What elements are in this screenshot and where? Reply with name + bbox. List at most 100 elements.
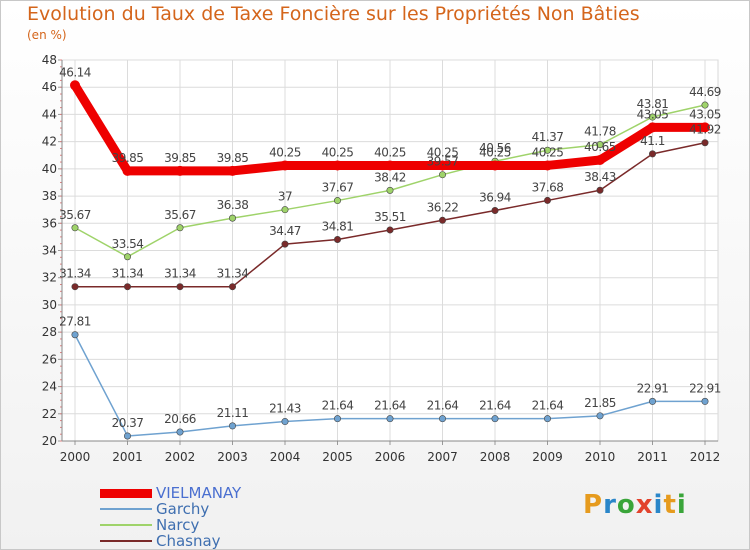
- data-point-vielmanay: [490, 160, 500, 171]
- x-tick-label: 2008: [480, 450, 511, 464]
- data-point-chasnay: [701, 139, 709, 147]
- data-label-narcy: 35.67: [59, 208, 91, 222]
- x-tick-label: 2004: [270, 450, 301, 464]
- data-point-garchy: [491, 415, 499, 423]
- x-tick-label: 2006: [375, 450, 406, 464]
- data-label-vielmanay: 39.85: [217, 151, 249, 165]
- data-point-garchy: [386, 415, 394, 423]
- data-label-chasnay: 41.92: [689, 123, 721, 137]
- data-point-narcy: [701, 101, 709, 109]
- data-point-vielmanay: [175, 165, 185, 176]
- data-point-garchy: [648, 397, 656, 405]
- data-point-vielmanay: [280, 160, 290, 171]
- data-point-narcy: [438, 171, 446, 179]
- legend-label-vielmanay: VIELMANAY: [156, 484, 242, 502]
- data-point-chasnay: [386, 226, 394, 234]
- data-label-narcy: 41.37: [532, 130, 564, 144]
- data-point-garchy: [333, 415, 341, 423]
- logo-letter: P: [583, 490, 604, 520]
- data-point-chasnay: [491, 206, 499, 214]
- data-point-narcy: [648, 113, 656, 121]
- legend-item-vielmanay: VIELMANAY: [100, 485, 241, 501]
- data-point-garchy: [71, 331, 79, 339]
- data-point-vielmanay: [332, 160, 343, 171]
- data-point-garchy: [543, 415, 551, 423]
- data-label-garchy: 20.66: [164, 412, 196, 426]
- data-point-chasnay: [71, 283, 79, 291]
- data-point-vielmanay: [700, 122, 710, 133]
- data-label-chasnay: 31.34: [164, 267, 196, 281]
- data-point-vielmanay: [595, 155, 605, 166]
- data-point-chasnay: [229, 283, 237, 291]
- y-tick-label: 38: [42, 189, 57, 203]
- data-point-narcy: [176, 224, 184, 232]
- legend-item-narcy: Narcy: [100, 517, 241, 533]
- data-point-garchy: [229, 422, 237, 430]
- data-label-chasnay: 36.94: [479, 190, 511, 204]
- data-label-vielmanay: 40.25: [269, 145, 301, 159]
- data-point-chasnay: [543, 196, 551, 204]
- logo-letter: o: [616, 490, 636, 520]
- data-label-vielmanay: 40.25: [532, 145, 564, 159]
- y-tick-label: 34: [42, 244, 57, 258]
- y-tick-label: 40: [42, 162, 57, 176]
- data-point-garchy: [596, 412, 604, 420]
- data-label-garchy: 21.64: [479, 399, 511, 413]
- data-label-vielmanay: 39.85: [164, 151, 196, 165]
- data-label-chasnay: 34.81: [322, 219, 354, 233]
- x-tick-label: 2011: [637, 450, 668, 464]
- data-label-garchy: 21.64: [427, 399, 459, 413]
- data-label-vielmanay: 40.25: [374, 145, 406, 159]
- data-point-chasnay: [648, 150, 656, 158]
- data-label-vielmanay: 43.05: [689, 107, 721, 121]
- y-tick-label: 20: [42, 434, 57, 448]
- legend-label-chasnay: Chasnay: [156, 532, 221, 550]
- data-label-vielmanay: 40.65: [584, 140, 616, 154]
- x-tick-label: 2009: [532, 450, 563, 464]
- data-label-chasnay: 31.34: [112, 267, 144, 281]
- data-label-chasnay: 31.34: [217, 267, 249, 281]
- legend-item-chasnay: Chasnay: [100, 533, 241, 549]
- data-point-chasnay: [596, 186, 604, 194]
- x-tick-label: 2000: [60, 450, 91, 464]
- data-label-garchy: 20.37: [112, 416, 144, 430]
- data-point-vielmanay: [122, 165, 133, 176]
- data-label-vielmanay: 40.25: [322, 145, 354, 159]
- data-label-garchy: 21.11: [217, 406, 249, 420]
- y-tick-label: 48: [42, 53, 57, 67]
- legend-item-garchy: Garchy: [100, 501, 241, 517]
- data-point-vielmanay: [385, 160, 395, 171]
- data-label-narcy: 38.42: [374, 170, 406, 184]
- data-label-chasnay: 37.68: [532, 180, 564, 194]
- data-point-garchy: [176, 428, 184, 436]
- data-label-chasnay: 36.22: [427, 200, 459, 214]
- data-point-vielmanay: [647, 122, 658, 133]
- data-point-garchy: [701, 397, 709, 405]
- data-point-chasnay: [176, 283, 184, 291]
- y-tick-label: 46: [42, 80, 57, 94]
- logo-letter: r: [603, 490, 617, 520]
- data-label-narcy: 33.54: [112, 237, 144, 251]
- data-point-vielmanay: [70, 80, 80, 91]
- logo-letter: i: [676, 490, 687, 520]
- data-label-garchy: 21.64: [374, 399, 406, 413]
- x-tick-label: 2007: [427, 450, 458, 464]
- logo-letter: x: [635, 490, 654, 520]
- y-tick-label: 44: [42, 107, 57, 121]
- data-point-vielmanay: [437, 160, 448, 171]
- data-label-chasnay: 34.47: [269, 224, 301, 238]
- data-label-vielmanay: 46.14: [59, 65, 91, 79]
- y-tick-label: 28: [42, 325, 57, 339]
- logo-letter: t: [663, 490, 677, 520]
- data-point-narcy: [281, 206, 289, 214]
- data-label-garchy: 27.81: [59, 315, 91, 329]
- x-tick-label: 2003: [217, 450, 248, 464]
- data-label-vielmanay: 40.25: [479, 145, 511, 159]
- data-label-narcy: 35.67: [164, 208, 196, 222]
- data-point-chasnay: [124, 283, 132, 291]
- data-point-narcy: [386, 186, 394, 194]
- data-label-chasnay: 38.43: [584, 170, 616, 184]
- logo-letter: i: [653, 490, 664, 520]
- proxiti-logo: Proxiti: [583, 490, 687, 520]
